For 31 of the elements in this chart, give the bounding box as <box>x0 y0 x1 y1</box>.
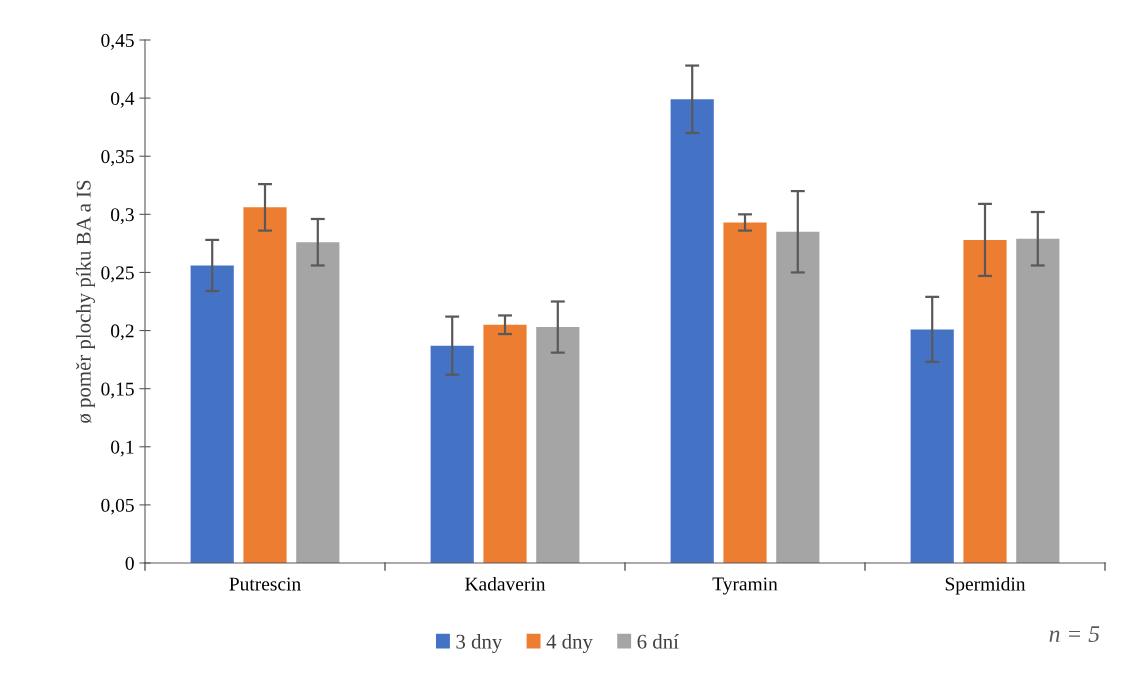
bar <box>776 231 820 563</box>
y-tick-label: 0,05 <box>101 498 134 515</box>
bar <box>723 222 767 563</box>
y-tick-label: 0,15 <box>101 382 134 399</box>
bar <box>1016 238 1060 563</box>
x-tick-label: Putrescin <box>229 577 301 591</box>
bar <box>296 242 340 563</box>
y-tick-label: 0,3 <box>111 208 134 225</box>
legend-label: 6 dní <box>637 634 679 649</box>
bar <box>963 239 1007 563</box>
bar <box>430 345 474 563</box>
y-tick-label: 0 <box>125 556 134 570</box>
text: n = 5 <box>1049 626 1100 642</box>
x-tick-label: Tyramin <box>712 577 778 595</box>
bar <box>190 265 234 563</box>
y-tick-label: 0,4 <box>111 91 135 108</box>
x-tick-label: Spermidin <box>945 576 1026 595</box>
y-axis-title: ø poměr plochy píku BA a IS <box>76 180 95 423</box>
legend-label: 3 dny <box>456 634 503 653</box>
y-tick-label: 0,1 <box>111 440 134 457</box>
y-tick-label: 0,25 <box>101 266 134 283</box>
x-tick-label: Kadaverin <box>465 576 546 591</box>
bar <box>243 207 287 563</box>
bar <box>536 327 580 563</box>
bar <box>483 324 527 563</box>
legend-label: 4 dny <box>546 634 593 653</box>
bar <box>910 329 954 563</box>
y-tick-label: 0,45 <box>101 33 134 50</box>
y-tick-label: 0,35 <box>101 150 134 166</box>
bar <box>670 99 714 563</box>
y-tick-label: 0,2 <box>111 324 134 341</box>
